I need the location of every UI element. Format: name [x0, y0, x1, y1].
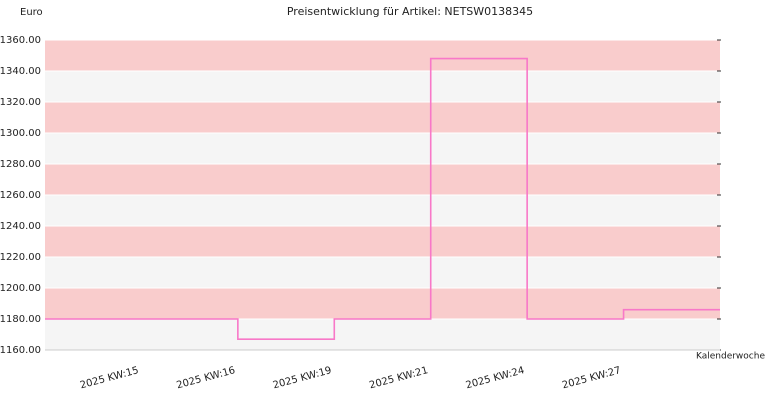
y-tick-label: 1340.00	[0, 66, 41, 77]
grid-band	[45, 102, 720, 133]
x-tick-label: 2025 KW:15	[79, 365, 140, 391]
y-axis-label: Euro	[20, 7, 43, 18]
x-tick-label: 2025 KW:24	[465, 365, 526, 391]
y-tick-label: 1320.00	[0, 97, 41, 108]
grid-band	[45, 319, 720, 350]
chart-title: Preisentwicklung für Artikel: NETSW01383…	[287, 5, 533, 18]
y-tick-label: 1160.00	[0, 345, 41, 356]
x-tick-label: 2025 KW:21	[368, 365, 429, 391]
grid-band	[45, 40, 720, 71]
grid-band	[45, 195, 720, 226]
y-tick-label: 1220.00	[0, 252, 41, 263]
grid-band	[45, 226, 720, 257]
y-tick-label: 1240.00	[0, 221, 41, 232]
x-tick-label: 2025 KW:16	[175, 365, 236, 391]
y-tick-label: 1280.00	[0, 159, 41, 170]
grid-band	[45, 257, 720, 288]
bands	[45, 40, 720, 350]
x-tick-label: 2025 KW:27	[561, 365, 622, 391]
y-tick-label: 1200.00	[0, 283, 41, 294]
x-axis-label: Kalenderwoche	[696, 352, 765, 362]
grid-band	[45, 133, 720, 164]
y-tick-label: 1180.00	[0, 314, 41, 325]
grid-band	[45, 71, 720, 102]
grid-band	[45, 164, 720, 195]
y-tick-label: 1300.00	[0, 128, 41, 139]
grid-band	[45, 288, 720, 319]
price-line	[45, 57, 720, 340]
y-tick-label: 1360.00	[0, 35, 41, 46]
y-tick-label: 1260.00	[0, 190, 41, 201]
x-tick-label: 2025 KW:19	[272, 365, 333, 391]
